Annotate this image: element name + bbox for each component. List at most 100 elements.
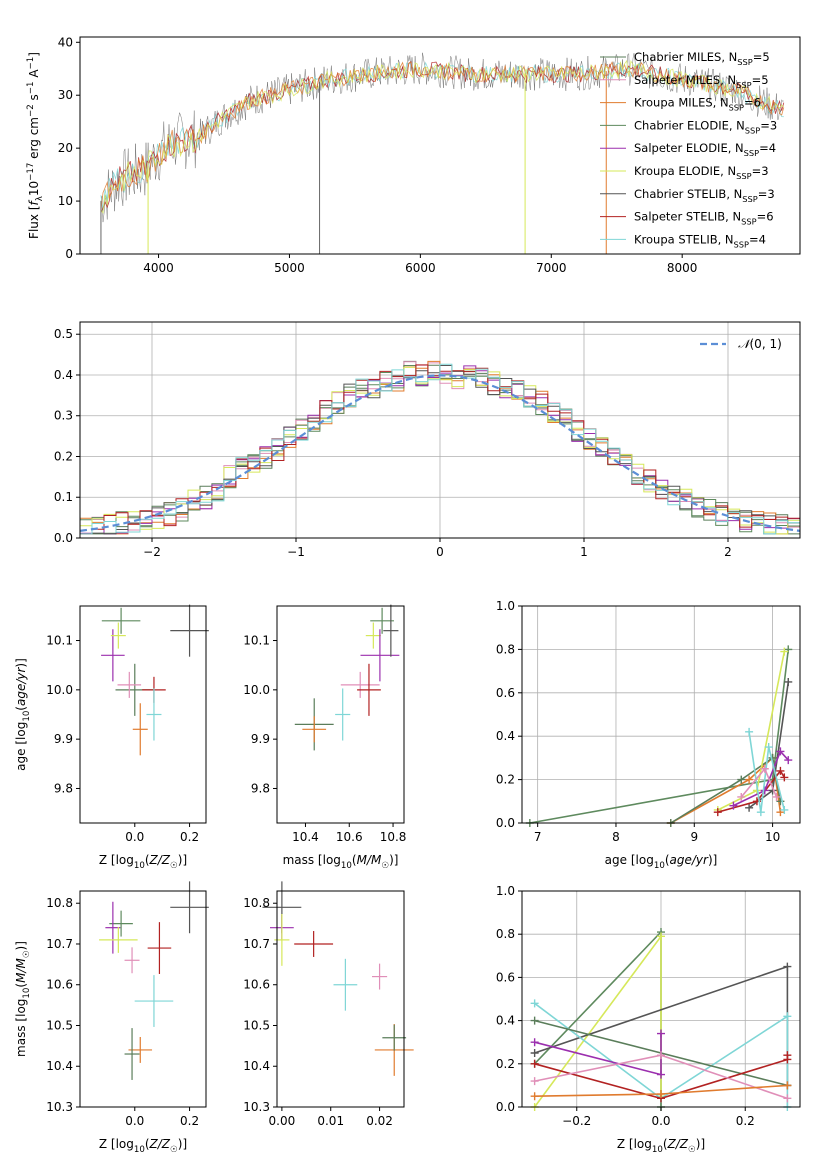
mw-Z-xtick-label: −0.2 [562,1114,591,1128]
residuals-ytick-label: 0.0 [54,531,73,545]
mw-age-series-marker [737,792,746,801]
mw-age-series-marker [745,727,754,736]
age-mass-xlabel: mass [log10(M/M☉)] [283,853,399,871]
spectrum-axes [100,52,785,254]
spectrum-ytick-label: 20 [58,141,73,155]
age-mass-ytick-label: 10.1 [243,634,270,648]
mass-Z-ytick-label: 10.4 [46,1059,73,1073]
legend-entry: Kroupa MILES, NSSP=6 [634,96,761,113]
mw-Z-series-marker [530,1077,539,1086]
mass-ebv-ytick-label: 10.7 [243,937,270,951]
spectrum-spines [79,36,801,255]
legend-entry: Chabrier ELODIE, NSSP=3 [634,118,777,135]
age-Z-spines [79,605,207,824]
spectrum-ytick-label: 30 [58,88,73,102]
residuals-axes [79,322,801,539]
mass-Z-ytick-label: 10.5 [46,1018,73,1032]
age-Z-ytick-label: 10.0 [46,683,73,697]
spectrum-xtick-label: 4000 [143,261,174,275]
mw-age-series-marker [760,764,769,773]
mw-Z-ytick-label: 0.4 [496,1014,515,1028]
mw-age-series-marker [737,775,746,784]
mass-ebv-spines [276,890,405,1108]
mw-age-spines [521,605,801,824]
spectrum-frame [76,36,801,258]
mw-Z-ytick-label: 0.2 [496,1057,515,1071]
mw-age-series-marker [776,747,785,756]
mw-age-xtick-label: 9 [690,830,698,844]
mw-age-ytick-label: 0.2 [496,773,515,787]
age-Z-frame [76,605,207,827]
age-mass-axes [294,604,400,751]
spectrum-ytick-label: 0 [65,247,73,261]
residuals-frame [76,321,801,542]
spectrum-xtick-label: 8000 [667,261,698,275]
mw-age-series-marker [756,808,765,817]
mass-Z-xtick-label: 0.0 [125,1114,144,1128]
mass-ebv-xtick-label: 0.00 [269,1114,296,1128]
mw-age-series-marker [745,803,754,812]
spectrum-ylabel: Flux [fλ10−17 erg cm−2 s−1 A−1] [26,52,45,239]
legend-entry: Salpeter MILES, NSSP=5 [634,73,769,90]
mw-Z-series-marker [783,962,792,971]
residuals-xtick-label: −1 [287,545,305,559]
mw-Z-frame [518,890,801,1111]
mw-age-frame [518,605,801,827]
spectrum-xtick-label: 6000 [405,261,436,275]
residuals-xtick-label: 1 [580,545,588,559]
mw-age-xlabel: age [log10(age/yr)] [605,853,718,871]
mw-Z-series-marker [657,1029,665,1038]
age-Z-xlabel: Z [log10(Z/Z☉)] [99,853,187,871]
mass-Z-ytick-label: 10.3 [46,1100,73,1114]
legend-entry: Kroupa STELIB, NSSP=4 [634,232,766,249]
mass-ebv-ytick-label: 10.3 [243,1100,270,1114]
mw-age-series-marker [772,792,781,801]
mw-Z-series-marker [783,1081,792,1090]
mw-Z-series-marker [783,1094,792,1103]
mw-Z-xtick-label: 0.2 [736,1114,755,1128]
mw-Z-series-marker [657,1090,665,1099]
mw-Z-series-marker [657,1051,665,1060]
mw-Z-series-marker [657,932,665,941]
mass-Z-xlabel: Z [log10(Z/Z☉)] [99,1137,187,1155]
residuals-xtick-label: 2 [724,545,732,559]
residuals-ytick-label: 0.5 [54,327,73,341]
age-mass-xtick-label: 10.6 [336,830,363,844]
mass-ebv-ytick-label: 10.8 [243,896,270,910]
mass-Z-ytick-label: 10.8 [46,896,73,910]
age-mass-ytick-label: 10.0 [243,683,270,697]
mw-Z-series-marker [783,1012,792,1021]
mass-ebv-xtick-label: 0.02 [366,1114,393,1128]
spectrum-legend: Chabrier MILES, NSSP=5 Salpeter MILES, NS… [600,50,777,249]
residual-histogram [80,363,800,535]
mass-Z-frame [76,890,207,1111]
mw-age-series-marker [780,805,789,814]
age-mass-xtick-label: 10.4 [292,830,319,844]
mw-Z-series-marker [530,1092,539,1101]
mass-ebv-frame [273,890,405,1111]
residuals-ytick-label: 0.1 [54,490,73,504]
mw-Z-xtick-label: 0.0 [651,1114,670,1128]
mw-age-series-marker [776,766,785,775]
age-Z-ytick-label: 10.1 [46,634,73,648]
mw-age-series-marker [745,775,754,784]
age-Z-axes [101,604,209,756]
legend-entry: Salpeter ELODIE, NSSP=4 [634,141,776,158]
residuals-xtick-label: −2 [143,545,161,559]
mw-Z-ytick-label: 1.0 [496,884,515,898]
mw-age-xtick-label: 7 [534,830,542,844]
spectrum-xtick-label: 7000 [536,261,567,275]
mw-age-series-marker [780,647,789,656]
normal-curve [79,374,801,532]
age-Z-xtick-label: 0.0 [125,830,144,844]
mass-Z-ytick-label: 10.6 [46,978,73,992]
mass-Z-xtick-label: 0.2 [180,1114,199,1128]
mw-Z-series-marker [530,1049,539,1057]
residuals-ytick-label: 0.2 [54,449,73,463]
mw-age-series-marker [780,773,789,782]
age-mass-xtick-label: 10.8 [380,830,407,844]
mass-Z-spines [79,890,207,1108]
mw-Z-xlabel: Z [log10(Z/Z☉)] [617,1137,705,1155]
mw-age-series-marker [784,756,793,765]
